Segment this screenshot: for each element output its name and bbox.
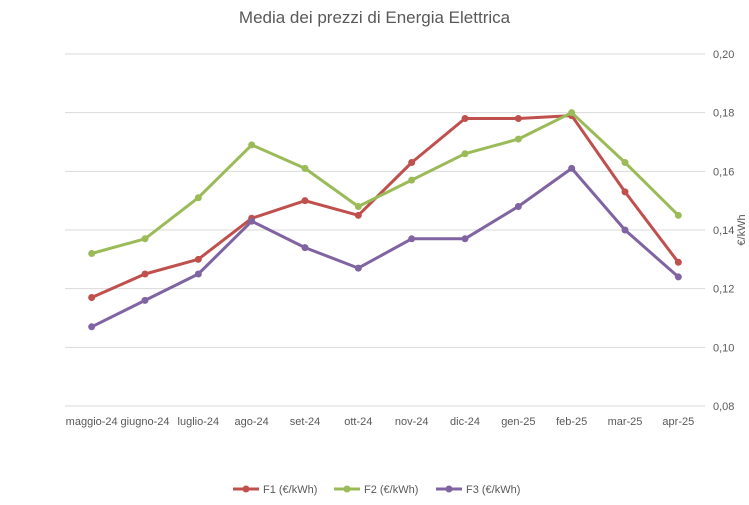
- data-point: [141, 270, 149, 278]
- legend-item-1: F1 (€/kWh): [233, 484, 317, 496]
- y-tick-label: 0,14: [713, 225, 734, 237]
- data-point: [621, 159, 629, 167]
- data-point: [88, 323, 96, 331]
- x-tick-label: giugno-24: [121, 416, 170, 428]
- x-tick-label: ott-24: [344, 416, 372, 428]
- data-point: [408, 159, 416, 167]
- y-tick-label: 0,08: [713, 401, 734, 413]
- chart-title: Media dei prezzi di Energia Elettrica: [238, 8, 511, 27]
- legend-marker: [242, 485, 250, 493]
- legend-item-2: F2 (€/kWh): [334, 484, 418, 496]
- y-tick-label: 0,10: [713, 342, 734, 354]
- x-tick-label: luglio-24: [178, 416, 220, 428]
- data-point: [354, 203, 362, 211]
- data-point: [301, 164, 309, 172]
- series-line-3: [90, 166, 680, 329]
- data-point: [514, 203, 522, 211]
- legend-label: F2 (€/kWh): [364, 484, 418, 496]
- y-tick-label: 0,18: [713, 108, 734, 120]
- data-point: [461, 235, 469, 243]
- legend-label: F3 (€/kWh): [466, 484, 520, 496]
- data-point: [194, 194, 202, 202]
- data-point: [301, 244, 309, 252]
- legend-label: F1 (€/kWh): [263, 484, 317, 496]
- data-point: [194, 255, 202, 263]
- data-point: [141, 235, 149, 243]
- x-tick-label: set-24: [290, 416, 321, 428]
- data-point: [621, 188, 629, 196]
- x-tick-label: mar-25: [608, 416, 643, 428]
- legend-item-3: F3 (€/kWh): [436, 484, 520, 496]
- data-point: [88, 249, 96, 257]
- x-tick-label: maggio-24: [66, 416, 118, 428]
- data-point: [514, 115, 522, 123]
- x-tick-label: ago-24: [235, 416, 269, 428]
- data-point: [301, 197, 309, 205]
- data-point: [674, 258, 682, 266]
- y-axis-label: €/kWh: [736, 214, 748, 245]
- data-point: [461, 115, 469, 123]
- data-point: [621, 226, 629, 234]
- legend-marker: [343, 485, 351, 493]
- data-point: [674, 211, 682, 219]
- series-line-2: [90, 111, 680, 255]
- data-point: [674, 273, 682, 281]
- data-point: [568, 109, 576, 117]
- x-tick-label: nov-24: [395, 416, 429, 428]
- data-point: [354, 264, 362, 272]
- y-tick-label: 0,20: [713, 49, 734, 61]
- legend-marker: [445, 485, 453, 493]
- y-tick-label: 0,16: [713, 166, 734, 178]
- data-point: [461, 150, 469, 158]
- x-tick-label: apr-25: [662, 416, 694, 428]
- data-point: [194, 270, 202, 278]
- x-tick-label: feb-25: [556, 416, 587, 428]
- data-point: [141, 296, 149, 304]
- x-tick-label: gen-25: [501, 416, 535, 428]
- data-point: [88, 293, 96, 301]
- data-point: [408, 176, 416, 184]
- data-point: [354, 211, 362, 219]
- data-point: [248, 217, 256, 225]
- data-point: [514, 135, 522, 143]
- data-point: [248, 141, 256, 149]
- x-tick-label: dic-24: [450, 416, 480, 428]
- data-point: [568, 164, 576, 172]
- data-point: [408, 235, 416, 243]
- y-tick-label: 0,12: [713, 284, 734, 296]
- series-line-1: [90, 114, 680, 299]
